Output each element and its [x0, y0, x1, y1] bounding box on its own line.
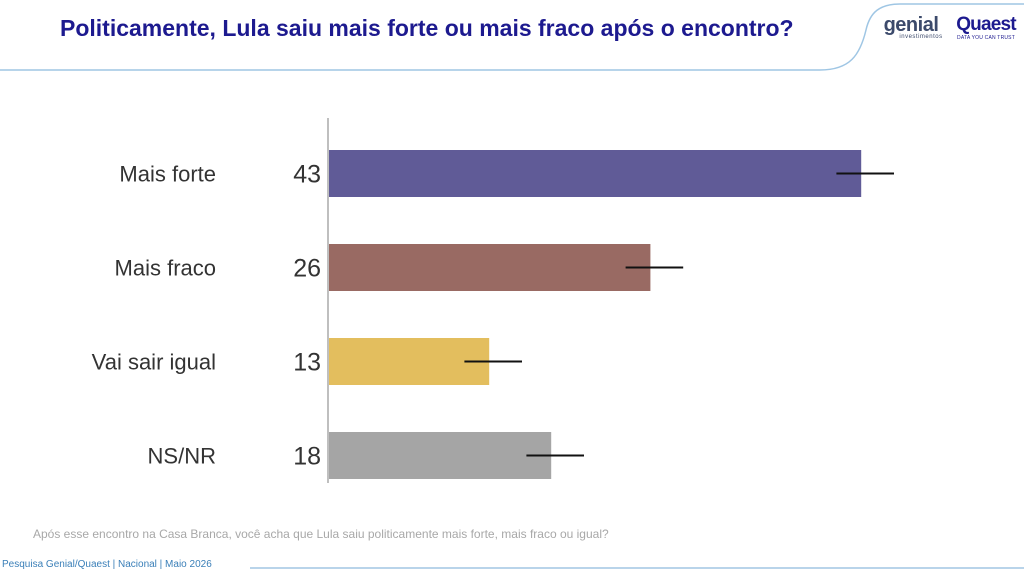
bar: [328, 338, 490, 385]
value-label: 43: [293, 161, 321, 189]
page-title: Politicamente, Lula saiu mais forte ou m…: [60, 15, 794, 41]
value-label: 13: [293, 349, 321, 377]
bar: [328, 150, 862, 197]
genial-logo-text: genial: [883, 14, 939, 36]
category-label: Mais forte: [119, 162, 216, 187]
survey-question: Após esse encontro na Casa Branca, você …: [33, 527, 609, 541]
quaest-logo-text: Quaest: [956, 14, 1016, 35]
quaest-logo-subtext: DATA YOU CAN TRUST: [957, 35, 1015, 41]
category-label: Vai sair igual: [92, 350, 216, 375]
quaest-logo: Quaest DATA YOU CAN TRUST: [952, 14, 1020, 46]
genial-logo-subtext: investimentos: [899, 34, 943, 40]
bar: [328, 244, 651, 291]
value-label: 18: [293, 443, 321, 471]
value-label: 26: [293, 255, 321, 283]
genial-logo: genial investimentos: [876, 14, 946, 46]
bar: [328, 432, 552, 479]
footer-divider: [250, 567, 1024, 569]
header-decoration: [0, 3, 1024, 71]
category-label: NS/NR: [148, 444, 216, 469]
footer-source: Pesquisa Genial/Quaest | Nacional | Maio…: [2, 559, 212, 570]
category-label: Mais fraco: [115, 256, 216, 281]
